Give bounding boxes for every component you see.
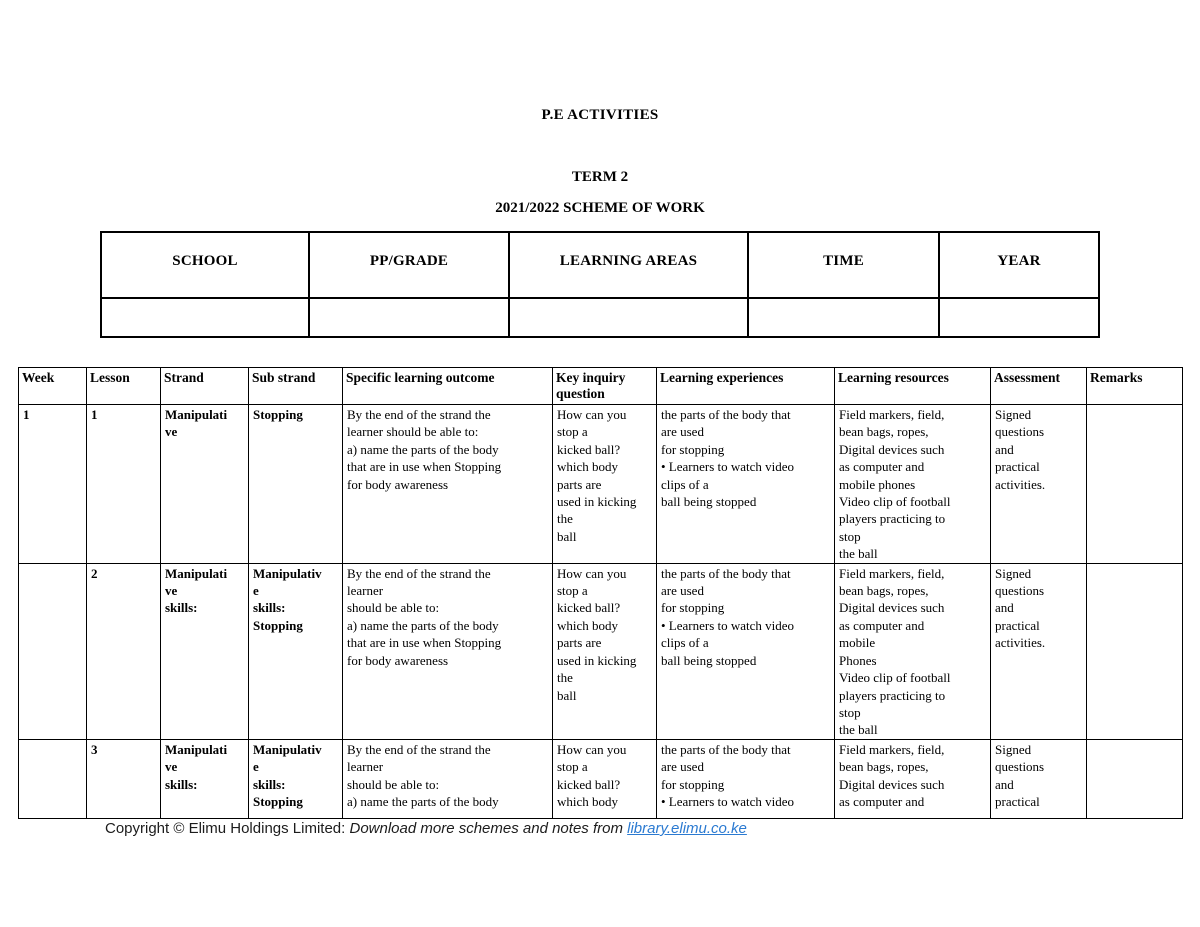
cell-week <box>18 562 87 740</box>
cell-remarks <box>1086 738 1183 819</box>
cell-key-inquiry: How can you stop a kicked ball? which bo… <box>552 562 657 740</box>
cell-assessment: Signed questions and practical activitie… <box>990 404 1087 564</box>
copyright-text: Copyright © Elimu Holdings Limited: <box>105 820 350 837</box>
col-header-resources: Learning resources <box>834 367 991 405</box>
cell-assessment: Signed questions and practical activitie… <box>990 562 1087 740</box>
scheme-subtitle: 2021/2022 SCHEME OF WORK <box>495 200 705 216</box>
info-header-row: SCHOOL PP/GRADE LEARNING AREAS TIME YEAR <box>100 231 1100 299</box>
info-value-time <box>747 297 940 338</box>
info-header-school: SCHOOL <box>100 231 310 299</box>
info-value-pp-grade <box>308 297 510 338</box>
cell-key-inquiry: How can you stop a kicked ball? which bo… <box>552 404 657 564</box>
info-value-school <box>100 297 310 338</box>
cell-experiences: the parts of the body that are used for … <box>656 738 835 819</box>
cell-experiences: the parts of the body that are used for … <box>656 562 835 740</box>
cell-sub-strand: Stopping <box>248 404 343 564</box>
footer-tagline: Download more schemes and notes from <box>349 820 628 837</box>
cell-week: 1 <box>18 404 87 564</box>
info-header-learning-areas: LEARNING AREAS <box>508 231 749 299</box>
info-header-year: YEAR <box>938 231 1100 299</box>
col-header-key-inquiry: Key inquiry question <box>552 367 657 405</box>
table-row: 1 1 Manipulati ve Stopping By the end of… <box>18 404 1183 564</box>
cell-experiences: the parts of the body that are used for … <box>656 404 835 564</box>
col-header-week: Week <box>18 367 87 405</box>
cell-remarks <box>1086 562 1183 740</box>
cell-key-inquiry: How can you stop a kicked ball? which bo… <box>552 738 657 819</box>
copyright-footer: Copyright © Elimu Holdings Limited: Down… <box>105 820 747 837</box>
term-label: TERM 2 <box>571 169 629 185</box>
cell-strand: Manipulati ve <box>160 404 249 564</box>
info-value-learning-areas <box>508 297 749 338</box>
info-value-year <box>938 297 1100 338</box>
col-header-experiences: Learning experiences <box>656 367 835 405</box>
cell-lesson: 3 <box>86 738 161 819</box>
scheme-header-row: Week Lesson Strand Sub strand Specific l… <box>18 367 1183 405</box>
info-value-row <box>100 297 1100 338</box>
cell-strand: Manipulati ve skills: <box>160 738 249 819</box>
table-row: 2 Manipulati ve skills: Manipulativ e sk… <box>18 562 1183 740</box>
cell-lesson: 1 <box>86 404 161 564</box>
cell-outcome: By the end of the strand the learner sho… <box>342 404 553 564</box>
table-row: 3 Manipulati ve skills: Manipulativ e sk… <box>18 738 1183 819</box>
cell-lesson: 2 <box>86 562 161 740</box>
col-header-outcome: Specific learning outcome <box>342 367 553 405</box>
cell-strand: Manipulati ve skills: <box>160 562 249 740</box>
cell-remarks <box>1086 404 1183 564</box>
cell-resources: Field markers, field, bean bags, ropes, … <box>834 404 991 564</box>
col-header-remarks: Remarks <box>1086 367 1183 405</box>
school-info-table: SCHOOL PP/GRADE LEARNING AREAS TIME YEAR <box>100 231 1100 338</box>
info-header-time: TIME <box>747 231 940 299</box>
col-header-lesson: Lesson <box>86 367 161 405</box>
cell-outcome: By the end of the strand the learner sho… <box>342 562 553 740</box>
cell-resources: Field markers, field, bean bags, ropes, … <box>834 562 991 740</box>
col-header-sub-strand: Sub strand <box>248 367 343 405</box>
col-header-assessment: Assessment <box>990 367 1087 405</box>
cell-sub-strand: Manipulativ e skills: Stopping <box>248 738 343 819</box>
cell-resources: Field markers, field, bean bags, ropes, … <box>834 738 991 819</box>
cell-week <box>18 738 87 819</box>
cell-assessment: Signed questions and practical <box>990 738 1087 819</box>
cell-outcome: By the end of the strand the learner sho… <box>342 738 553 819</box>
cell-sub-strand: Manipulativ e skills: Stopping <box>248 562 343 740</box>
scheme-of-work-table: Week Lesson Strand Sub strand Specific l… <box>18 367 1183 819</box>
info-header-pp-grade: PP/GRADE <box>308 231 510 299</box>
col-header-strand: Strand <box>160 367 249 405</box>
page-title: P.E ACTIVITIES <box>541 107 659 123</box>
library-link[interactable]: library.elimu.co.ke <box>627 820 747 837</box>
